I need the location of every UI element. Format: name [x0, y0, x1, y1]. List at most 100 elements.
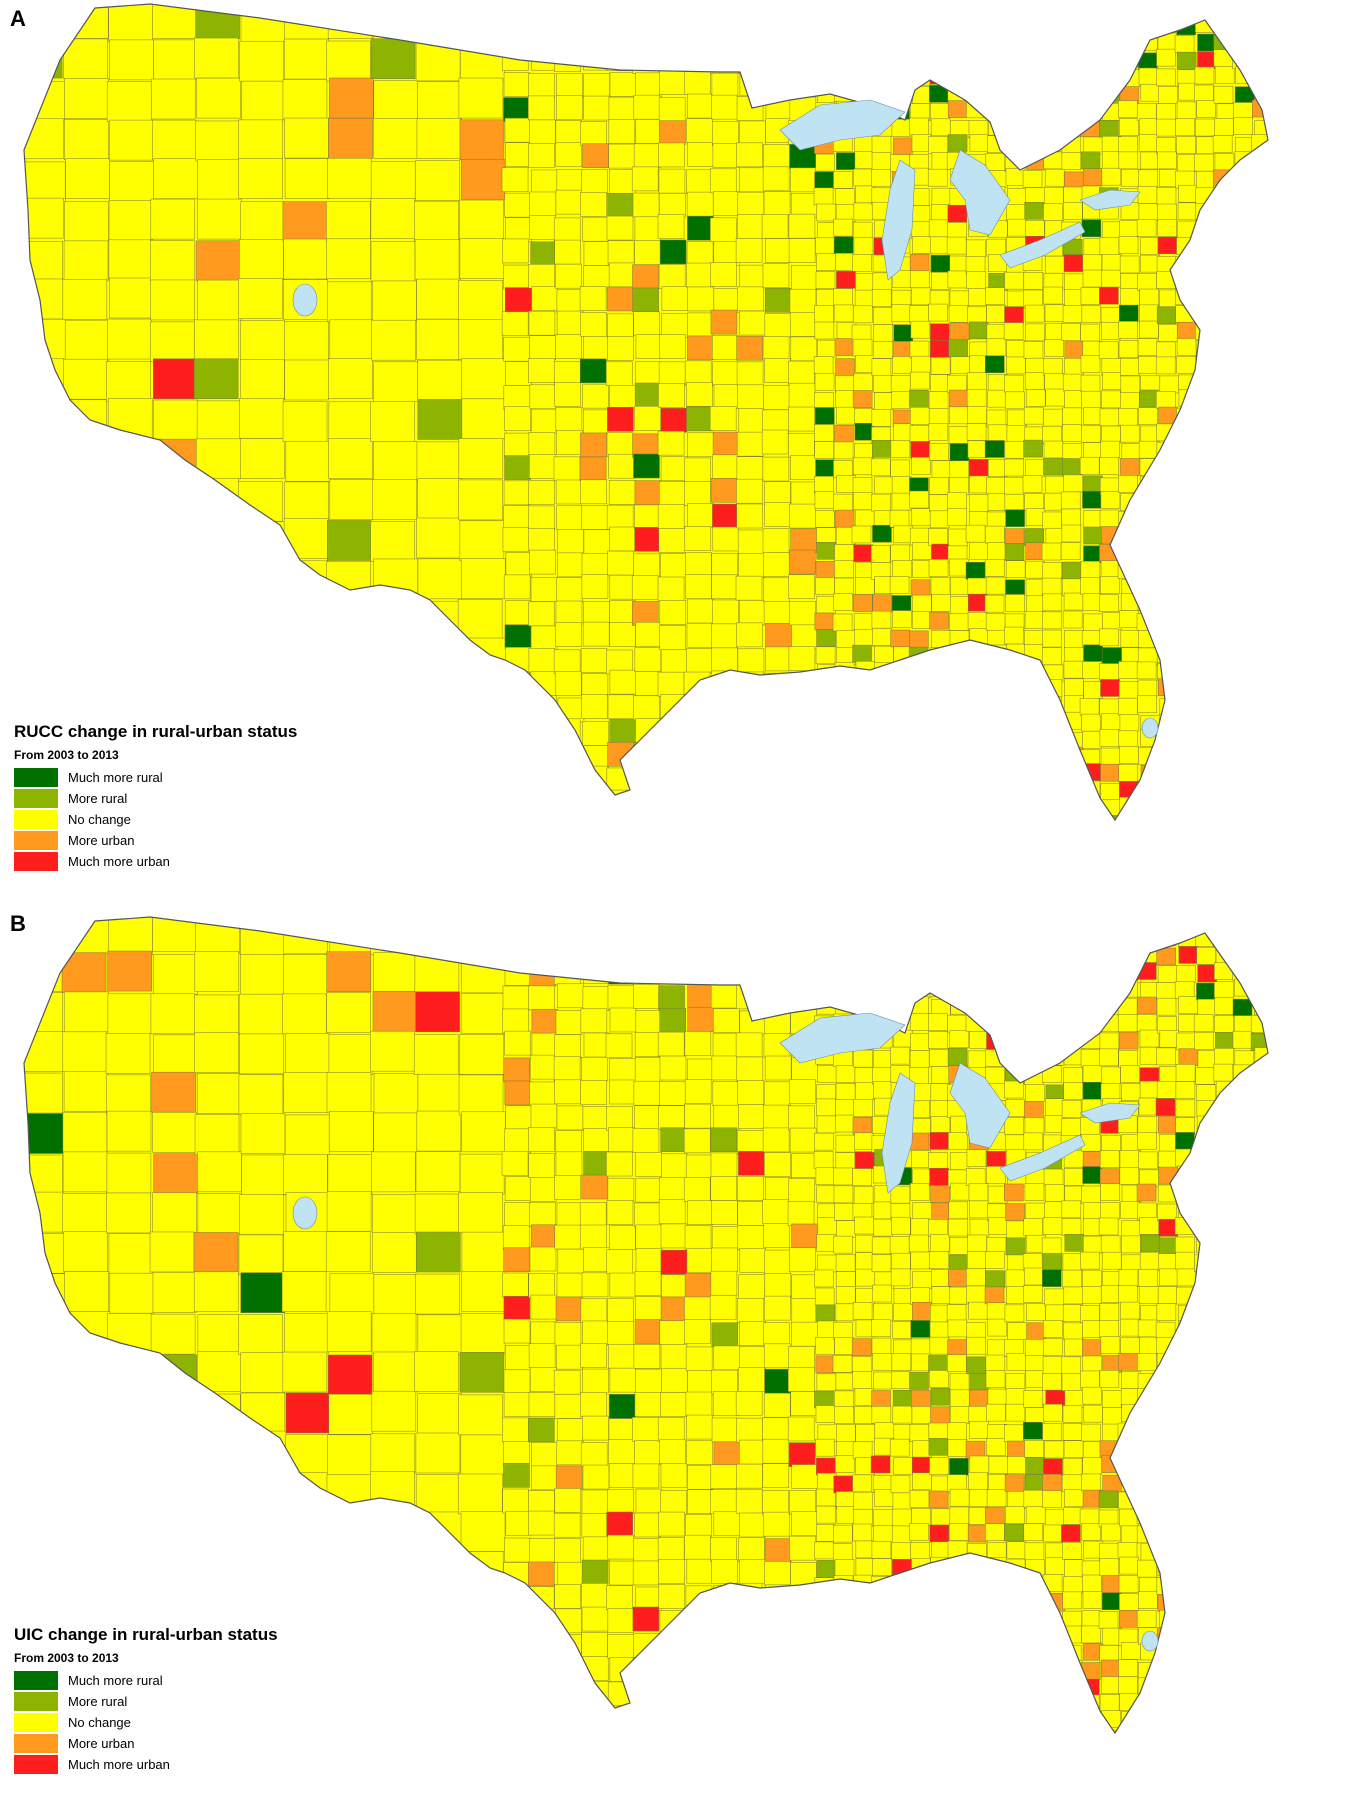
county: [504, 1080, 532, 1106]
county: [62, 1151, 108, 1193]
county: [1121, 1404, 1141, 1422]
county: [1098, 979, 1119, 998]
county: [416, 1110, 462, 1152]
county: [582, 383, 609, 409]
county: [762, 166, 790, 192]
county: [1158, 1643, 1179, 1661]
county: [852, 928, 872, 947]
county: [1119, 781, 1139, 799]
county: [738, 49, 765, 74]
county: [817, 728, 837, 747]
county: [1197, 1406, 1217, 1425]
county: [814, 69, 835, 87]
county: [1026, 82, 1046, 101]
county: [1024, 1267, 1044, 1286]
county: [685, 769, 713, 794]
county: [929, 494, 949, 513]
county: [660, 553, 687, 578]
county: [815, 407, 835, 425]
county: [1004, 1474, 1025, 1492]
county: [632, 1463, 660, 1489]
county: [684, 360, 712, 386]
county: [1121, 1254, 1141, 1273]
county: [658, 1559, 685, 1584]
county: [1063, 4, 1084, 16]
county: [929, 663, 950, 681]
county: [1063, 254, 1084, 272]
county: [240, 1272, 286, 1313]
county: [529, 1538, 556, 1563]
county: [928, 1422, 949, 1441]
county: [737, 286, 764, 312]
county: [1004, 1030, 1025, 1048]
county: [1194, 677, 1215, 696]
county: [64, 119, 109, 160]
county: [1062, 305, 1083, 323]
county: [1156, 68, 1176, 87]
county: [505, 1510, 533, 1536]
county: [713, 4, 740, 24]
county: [968, 1645, 989, 1663]
county: [816, 980, 837, 999]
county: [1272, 1747, 1291, 1764]
county: [1213, 629, 1233, 647]
county: [832, 1354, 853, 1373]
county: [582, 216, 609, 242]
county: [911, 1558, 931, 1577]
county: [874, 476, 894, 495]
county: [987, 1645, 1008, 1663]
county: [505, 1608, 532, 1634]
county: [985, 66, 1006, 84]
county: [1023, 797, 1043, 815]
county: [1005, 1403, 1026, 1422]
county: [1043, 286, 1063, 305]
county: [965, 256, 986, 274]
county: [328, 1512, 374, 1554]
county: [1214, 1492, 1234, 1511]
county: [966, 1609, 987, 1627]
county: [1273, 356, 1292, 373]
county: [1232, 815, 1252, 820]
county: [606, 1585, 633, 1611]
county: [1025, 560, 1045, 579]
county: [762, 1658, 789, 1683]
county: [1119, 745, 1139, 764]
county: [1233, 630, 1253, 648]
county: [109, 161, 154, 202]
county: [687, 286, 714, 312]
county: [1004, 1523, 1024, 1542]
county: [1252, 288, 1268, 306]
county: [816, 629, 836, 647]
county: [152, 119, 197, 161]
county: [871, 1406, 892, 1424]
county: [285, 1033, 330, 1074]
county: [1043, 979, 1064, 997]
county: [1157, 595, 1178, 614]
county: [947, 508, 967, 526]
county: [1101, 1523, 1122, 1542]
county: [1215, 561, 1236, 580]
county: [24, 81, 65, 122]
county: [460, 159, 506, 200]
lake-michigan-shape: [881, 159, 916, 281]
county: [874, 815, 894, 820]
county: [1177, 460, 1198, 479]
county: [853, 783, 873, 802]
county: [1080, 355, 1101, 373]
legend-subtitle: From 2003 to 2013: [14, 1651, 119, 1665]
county: [1023, 1523, 1044, 1542]
county: [1271, 1117, 1290, 1134]
county: [607, 694, 635, 720]
county: [284, 4, 329, 40]
county: [815, 459, 835, 478]
county: [1101, 1575, 1122, 1593]
county: [949, 67, 970, 86]
county: [890, 375, 911, 393]
county: [1175, 4, 1195, 16]
county: [685, 4, 713, 24]
county: [1119, 1610, 1139, 1628]
county: [414, 200, 459, 242]
county: [657, 504, 685, 529]
county: [1156, 834, 1175, 851]
county: [685, 1346, 713, 1372]
